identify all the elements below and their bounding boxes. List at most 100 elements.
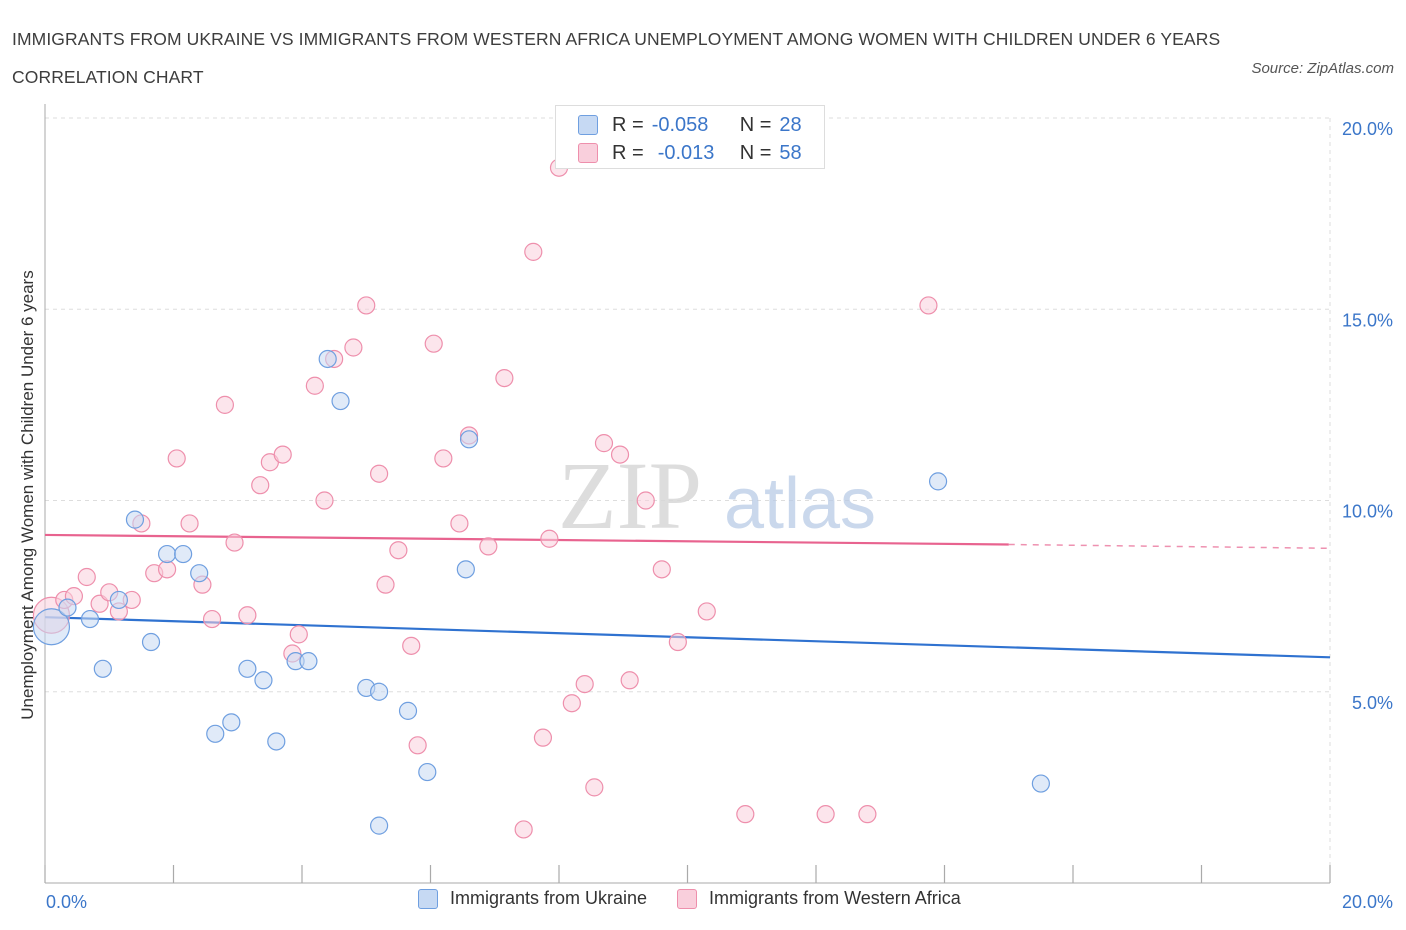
point-western-africa — [514, 820, 533, 839]
ukraine-swatch — [418, 888, 438, 909]
point-western-africa — [562, 694, 581, 713]
legend-label: Immigrants from Western Africa — [709, 888, 961, 908]
point-western-africa — [668, 632, 687, 652]
point-western-africa — [697, 602, 716, 621]
point-western-africa — [238, 606, 257, 625]
point-western-africa — [594, 434, 614, 453]
point-ukraine — [459, 430, 479, 449]
n-label: N = — [739, 113, 772, 136]
trend-line-western-africa — [44, 533, 1009, 546]
data-points — [32, 116, 1050, 839]
n-value: 58 — [779, 141, 802, 164]
point-western-africa — [370, 464, 389, 483]
point-western-africa — [289, 625, 308, 644]
point-western-africa — [157, 560, 177, 579]
point-ukraine — [318, 349, 337, 369]
point-western-africa — [215, 395, 234, 414]
y-tick-label: 15.0% — [1342, 310, 1393, 330]
r-label: R = — [612, 141, 644, 164]
point-western-africa — [167, 449, 186, 468]
point-ukraine — [370, 682, 389, 701]
point-western-africa — [357, 296, 376, 315]
western-africa-swatch — [578, 143, 598, 163]
point-western-africa — [652, 560, 671, 579]
point-ukraine — [267, 732, 286, 751]
point-ukraine — [206, 724, 225, 743]
ukraine-swatch — [578, 115, 598, 135]
point-ukraine — [58, 598, 77, 617]
r-value: -0.013 — [657, 141, 715, 164]
point-ukraine — [238, 659, 257, 678]
western-africa-swatch — [677, 888, 698, 909]
point-ukraine — [928, 472, 948, 491]
point-western-africa — [540, 529, 559, 548]
point-ukraine — [456, 560, 475, 579]
point-western-africa — [225, 533, 244, 552]
point-western-africa — [273, 445, 292, 464]
point-western-africa — [736, 805, 755, 824]
point-ukraine — [222, 713, 241, 732]
point-western-africa — [77, 567, 96, 587]
x-tick-label: 20.0% — [1342, 892, 1393, 912]
point-western-africa — [919, 296, 938, 315]
point-western-africa — [376, 575, 395, 594]
point-ukraine — [331, 391, 350, 411]
point-ukraine — [93, 659, 112, 678]
watermark-zip: ZIP — [558, 442, 702, 549]
point-western-africa — [202, 609, 222, 629]
y-tick-label: 20.0% — [1342, 119, 1393, 139]
point-ukraine — [1031, 774, 1050, 793]
point-western-africa — [408, 736, 427, 755]
x-tick-label: 0.0% — [46, 892, 87, 912]
point-western-africa — [424, 334, 443, 353]
stats-box: R = -0.058 N = 28 R = -0.013 N = 58 — [555, 105, 825, 169]
point-western-africa — [816, 805, 835, 824]
point-ukraine — [125, 510, 145, 529]
point-western-africa — [533, 728, 553, 747]
legend-item-western-africa[interactable]: Immigrants from Western Africa — [677, 888, 961, 909]
y-tick-label: 10.0% — [1342, 502, 1393, 522]
point-western-africa — [315, 491, 334, 510]
r-label: R = — [612, 113, 644, 136]
point-ukraine — [32, 608, 71, 646]
point-western-africa — [402, 636, 421, 655]
trend-line-western-africa-extension — [1008, 543, 1331, 550]
trend-lines — [44, 533, 1331, 659]
chart-title: IMMIGRANTS FROM UKRAINE VS IMMIGRANTS FR… — [12, 29, 1221, 87]
point-western-africa — [636, 491, 655, 510]
point-western-africa — [858, 805, 877, 824]
point-western-africa — [389, 541, 408, 560]
point-ukraine — [299, 652, 318, 671]
point-ukraine — [174, 544, 193, 564]
point-ukraine — [418, 762, 437, 782]
point-ukraine — [80, 609, 100, 629]
watermark-atlas: atlas — [724, 464, 876, 544]
legend: Immigrants from Ukraine Immigrants from … — [418, 888, 991, 909]
point-western-africa — [434, 449, 453, 468]
n-value: 28 — [779, 113, 802, 136]
source-label: Source: ZipAtlas.com — [1251, 60, 1394, 77]
stats-row-ukraine: R = -0.058 N = 28 — [578, 111, 802, 139]
point-western-africa — [575, 674, 594, 694]
legend-label: Immigrants from Ukraine — [450, 888, 648, 908]
watermark: ZIP atlas — [558, 442, 876, 549]
point-ukraine — [141, 632, 161, 652]
r-value: -0.058 — [651, 113, 709, 136]
point-western-africa — [305, 376, 324, 395]
point-western-africa — [450, 514, 469, 533]
point-ukraine — [398, 701, 418, 720]
y-tick-label: 5.0% — [1352, 693, 1393, 713]
point-western-africa — [610, 445, 630, 464]
n-label: N = — [739, 141, 772, 164]
point-western-africa — [524, 242, 543, 261]
point-western-africa — [251, 476, 270, 495]
point-western-africa — [344, 338, 363, 357]
legend-item-ukraine[interactable]: Immigrants from Ukraine — [418, 888, 647, 909]
point-ukraine — [190, 564, 209, 583]
point-western-africa — [180, 514, 199, 533]
point-western-africa — [620, 671, 639, 690]
point-ukraine — [370, 816, 389, 835]
point-western-africa — [495, 369, 514, 388]
point-western-africa — [479, 537, 498, 556]
